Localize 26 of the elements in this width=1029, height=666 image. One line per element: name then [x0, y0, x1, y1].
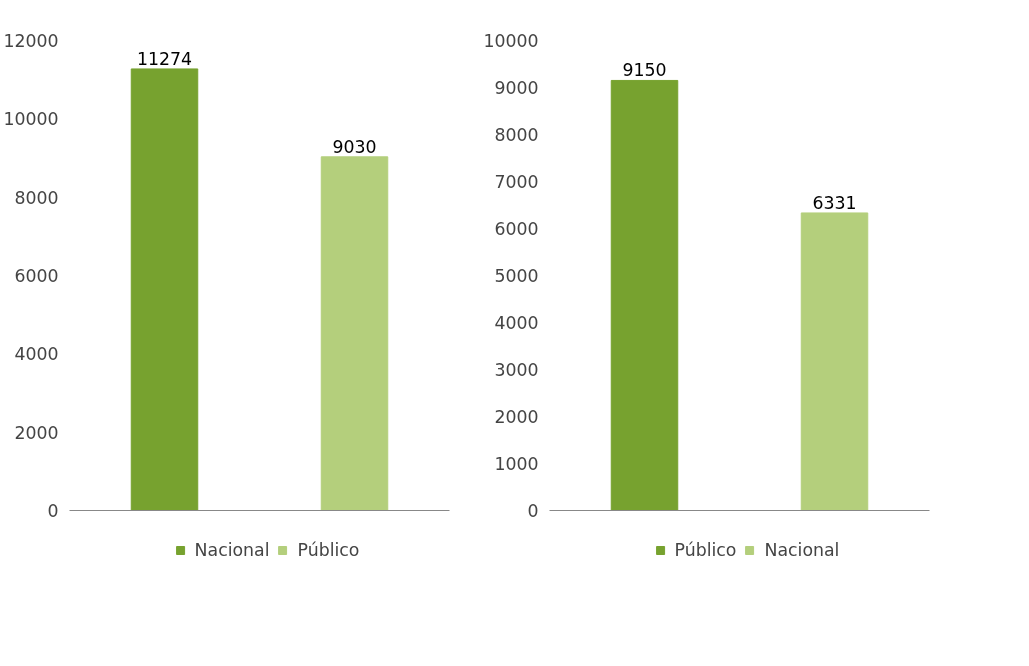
y-tick-label: 7000: [494, 172, 539, 192]
y-tick-label: 6000: [494, 219, 539, 239]
y-tick-label: 0: [527, 501, 539, 521]
y-tick-label: 3000: [494, 360, 539, 380]
data-label: 11274: [136, 48, 193, 69]
y-tick-label: 4000: [494, 313, 539, 333]
data-label: 9030: [332, 136, 377, 157]
legend-label: Nacional: [764, 540, 840, 560]
y-tick-label: 2000: [14, 422, 59, 443]
y-tick-label: 6000: [14, 266, 59, 286]
data-label: 9150: [622, 60, 667, 81]
data-label: 6331: [812, 192, 857, 213]
y-tick-label: 10000: [3, 109, 59, 130]
y-tick-label: 1000: [494, 454, 539, 474]
y-tick-label: 2000: [494, 407, 539, 427]
y-tick-label: 4000: [14, 344, 59, 365]
y-tick-label: 10000: [483, 31, 539, 51]
y-tick-label: 9000: [494, 78, 539, 98]
y-tick-label: 8000: [494, 125, 539, 145]
legend-label: Público: [674, 540, 737, 560]
legend-label: Nacional: [194, 540, 270, 560]
legend-label: Público: [297, 540, 360, 560]
y-tick-label: 12000: [3, 31, 59, 51]
y-tick-label: 5000: [494, 266, 539, 286]
y-tick-label: 0: [47, 501, 59, 521]
y-tick-label: 8000: [14, 187, 59, 208]
